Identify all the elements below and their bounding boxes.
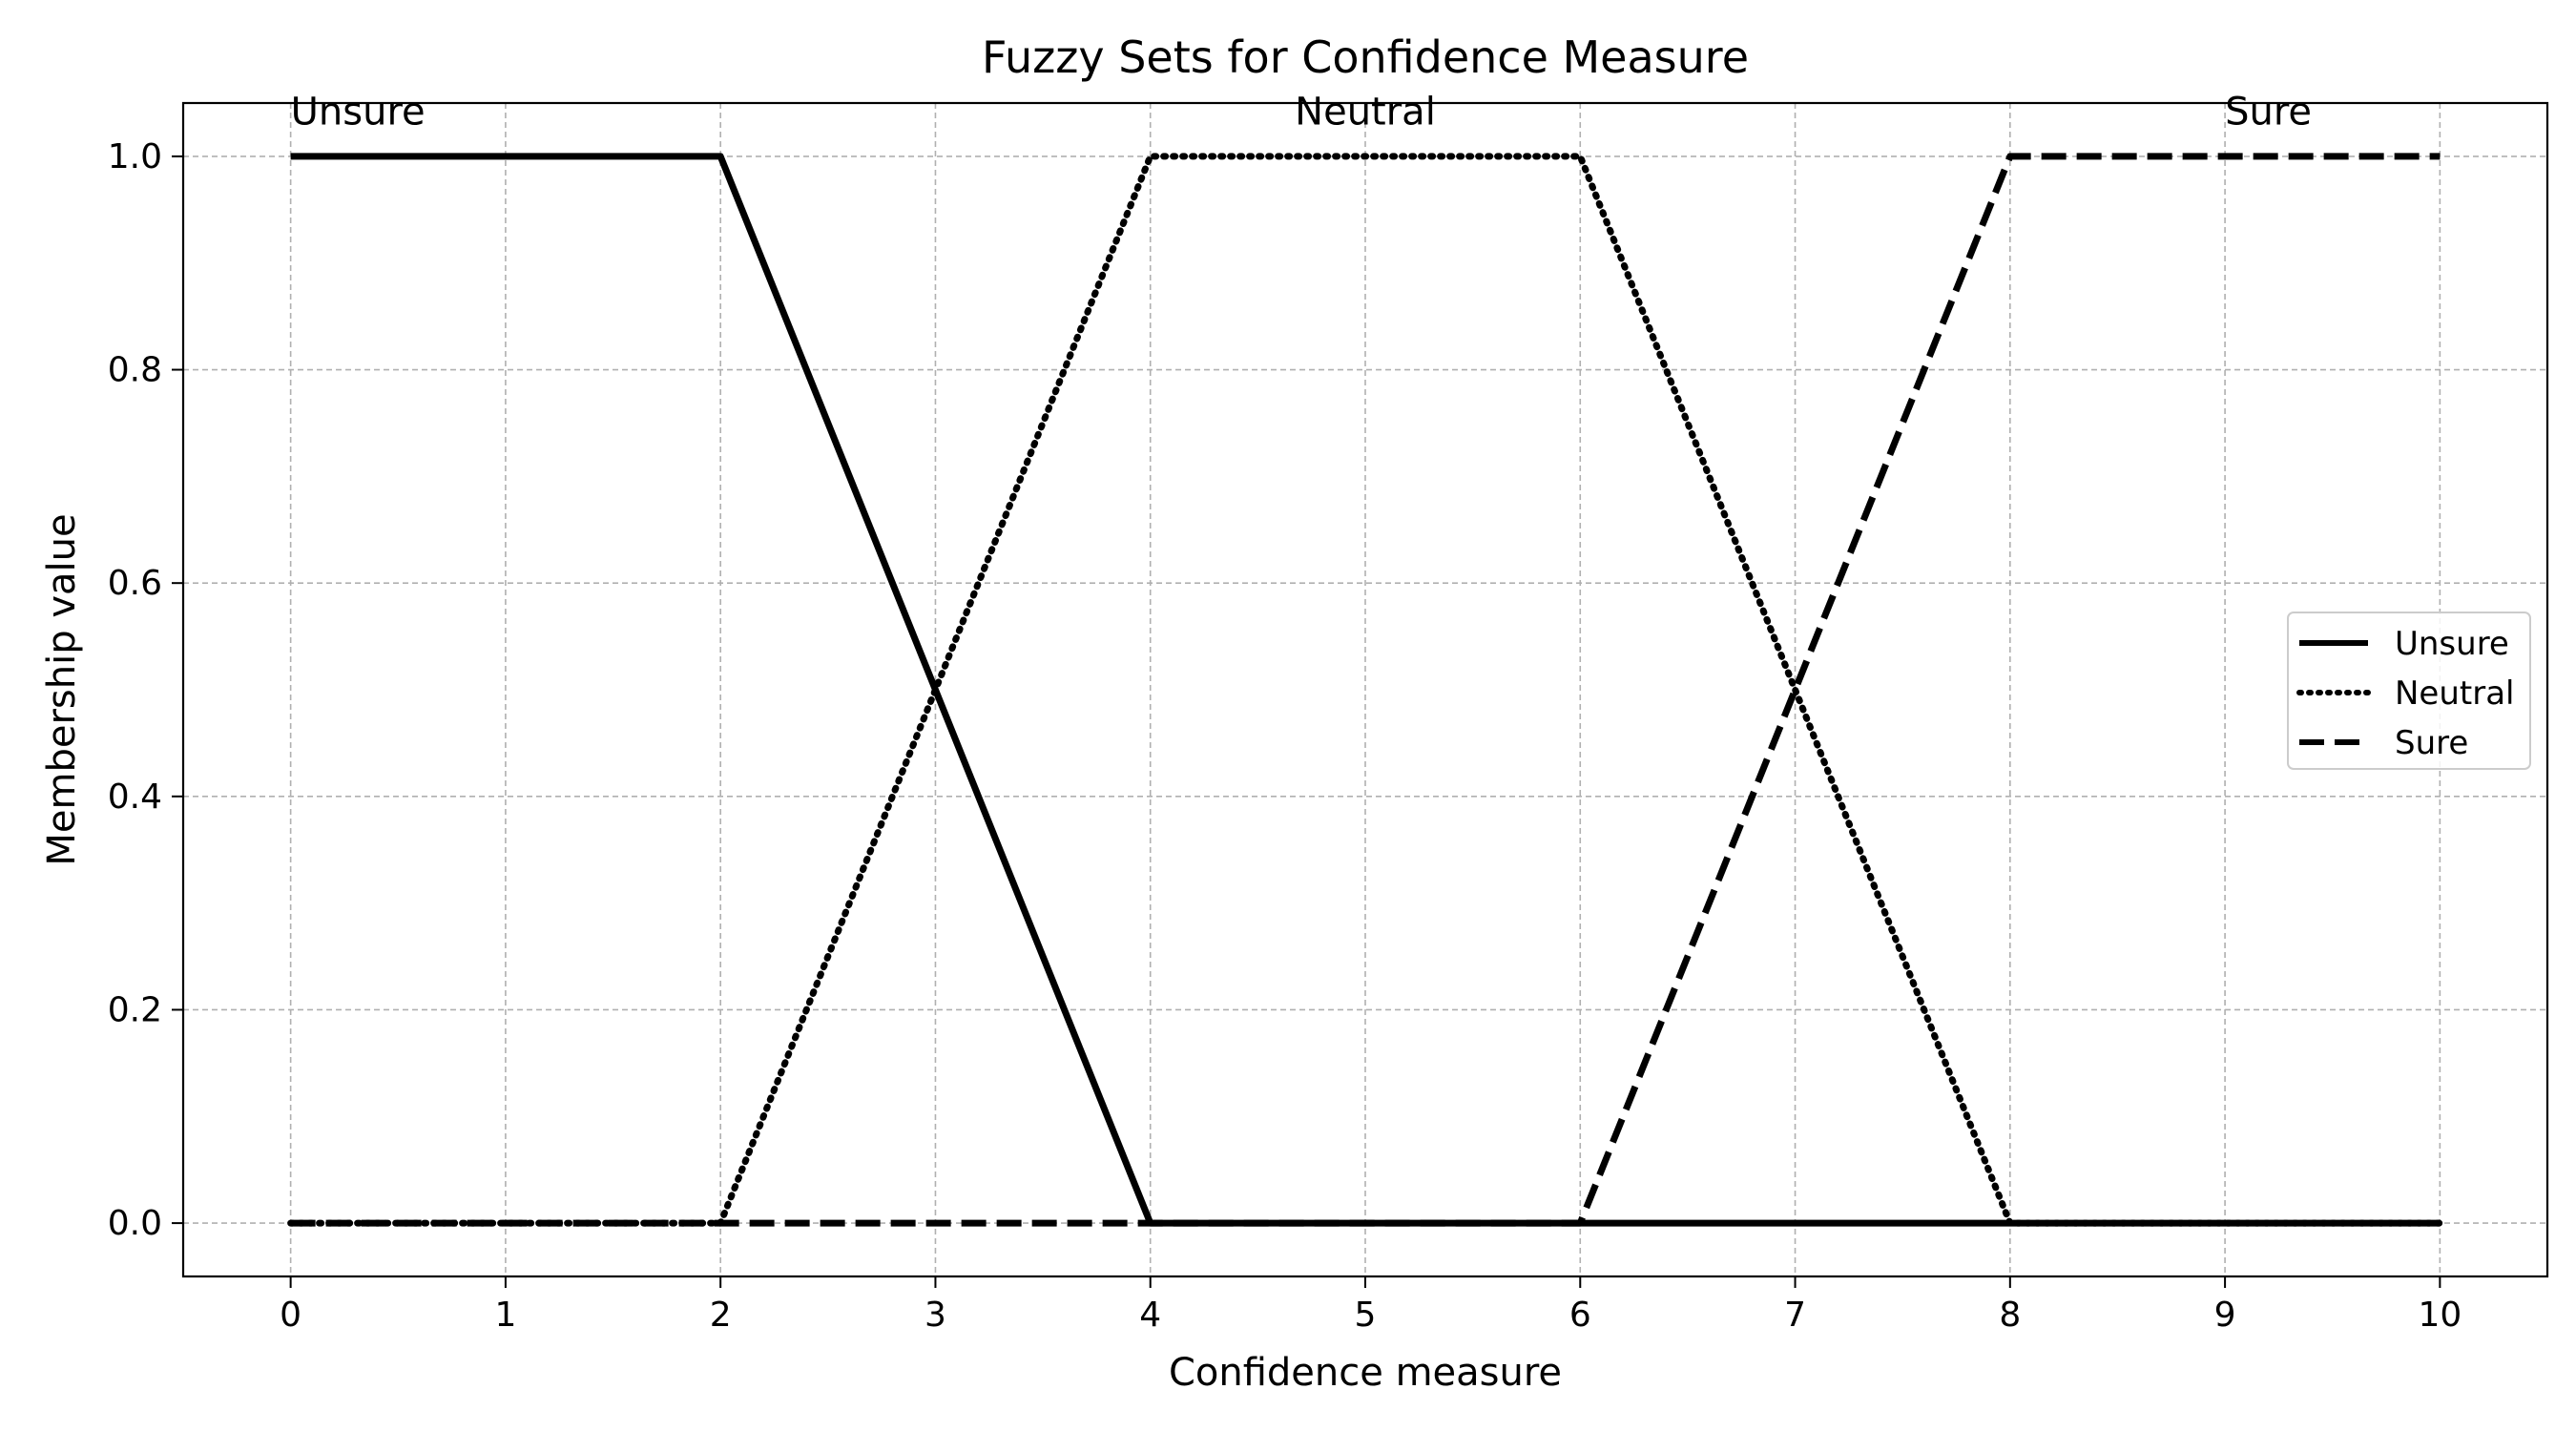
legend: Unsure Neutral Sure bbox=[2287, 612, 2531, 770]
x-tick-label: 1 bbox=[494, 1296, 516, 1335]
legend-label-sure: Sure bbox=[2395, 724, 2468, 762]
legend-box bbox=[2287, 612, 2531, 770]
x-tick-label: 0 bbox=[280, 1296, 301, 1335]
series-sure-line bbox=[290, 153, 2441, 1227]
y-tick-label: 0.4 bbox=[108, 778, 162, 817]
y-tick-label: 0.2 bbox=[108, 990, 162, 1029]
annotation-unsure: Unsure bbox=[291, 90, 426, 134]
x-tick-label: 6 bbox=[1569, 1296, 1591, 1335]
x-tick-label: 7 bbox=[1784, 1296, 1806, 1335]
legend-label-unsure: Unsure bbox=[2395, 625, 2509, 663]
x-axis-label: Confidence measure bbox=[1169, 1351, 1562, 1395]
x-tick-label: 8 bbox=[1999, 1296, 2021, 1335]
y-tick-label: 1.0 bbox=[108, 137, 162, 176]
y-tick-label: 0.6 bbox=[108, 564, 162, 603]
annotation-sure: Sure bbox=[2225, 90, 2312, 134]
axis-ticks: 0 1 2 3 4 5 6 7 8 9 10 0.0 0.2 0.4 0.6 0.8 1.0 bbox=[108, 137, 2462, 1335]
x-tick-label: 10 bbox=[2418, 1296, 2462, 1335]
y-tick-label: 0.0 bbox=[108, 1204, 162, 1243]
chart-title: Fuzzy Sets for Confidence Measure bbox=[982, 31, 1749, 83]
plot-lines bbox=[287, 153, 2443, 1227]
annotation-neutral: Neutral bbox=[1295, 90, 1436, 134]
x-tick-label: 4 bbox=[1139, 1296, 1161, 1335]
y-tick-label: 0.8 bbox=[108, 351, 162, 390]
set-annotations: Unsure Neutral Sure bbox=[291, 90, 2312, 134]
x-tick-label: 5 bbox=[1355, 1296, 1377, 1335]
x-tick-label: 2 bbox=[710, 1296, 732, 1335]
x-tick-label: 3 bbox=[924, 1296, 946, 1335]
x-tick-label: 9 bbox=[2214, 1296, 2236, 1335]
y-axis-label: Membership value bbox=[40, 513, 84, 865]
legend-label-neutral: Neutral bbox=[2395, 674, 2515, 713]
